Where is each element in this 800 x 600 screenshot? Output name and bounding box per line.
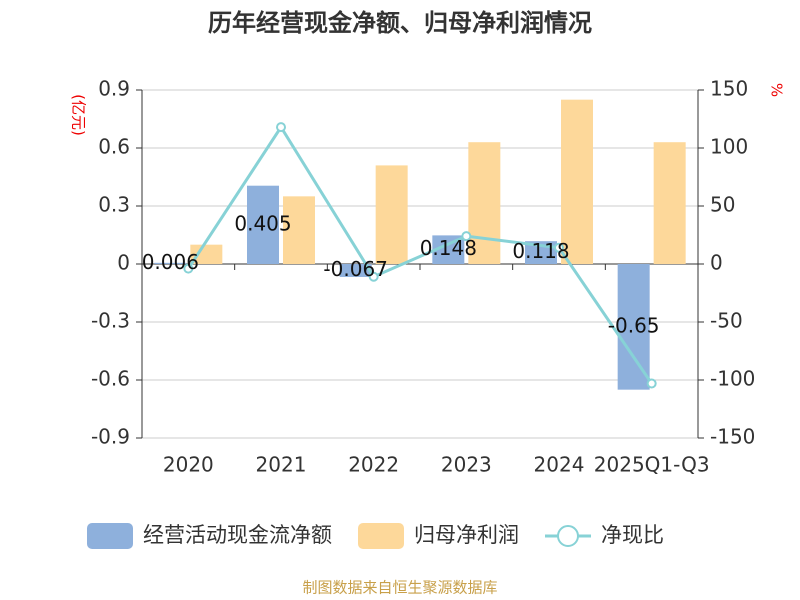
- bar: [190, 244, 223, 264]
- bar: [617, 264, 650, 390]
- bar: [375, 165, 408, 264]
- bar: [468, 142, 501, 264]
- y-tick-label: 0.3: [98, 193, 130, 217]
- y-tick-label: 0.6: [98, 135, 130, 159]
- y2-tick-label: -150: [710, 425, 755, 449]
- bar: [247, 185, 279, 264]
- y2-axis-label: %: [768, 83, 786, 97]
- data-label: 0.118: [512, 239, 569, 263]
- y-tick-label: -0.3: [91, 309, 130, 333]
- y2-tick-label: -100: [710, 367, 755, 391]
- legend-label: 归母净利润: [414, 523, 519, 547]
- y-axis-label: (亿元): [70, 94, 88, 136]
- x-tick-label: 2024: [534, 453, 585, 477]
- x-tick-label: 2025Q1-Q3: [594, 453, 710, 477]
- bar: [561, 99, 593, 265]
- bar: [653, 142, 686, 264]
- line-point: [183, 263, 194, 274]
- x-tick-label: 2022: [348, 453, 399, 477]
- data-label: 0.006: [142, 250, 199, 274]
- line-point: [554, 242, 564, 253]
- legend-label: 净现比: [601, 523, 664, 547]
- line-point: [276, 122, 286, 133]
- y2-tick-label: 100: [710, 135, 748, 159]
- line-point: [461, 231, 472, 242]
- y-tick-label: 0.9: [98, 77, 130, 101]
- data-label: -0.067: [323, 257, 387, 281]
- data-label: -0.65: [608, 313, 660, 337]
- x-tick-label: 2023: [441, 453, 492, 477]
- y-tick-label: -0.9: [91, 425, 130, 449]
- line-point: [368, 271, 379, 282]
- y2-tick-label: -50: [710, 309, 743, 333]
- y2-tick-label: 50: [710, 193, 735, 217]
- line-point: [646, 378, 657, 389]
- legend-label: 经营活动现金流净额: [143, 523, 332, 547]
- bar: [339, 264, 372, 277]
- legend-swatch: [87, 523, 133, 549]
- legend-swatch: [358, 523, 404, 549]
- y2-tick-label: 150: [710, 77, 748, 101]
- x-tick-label: 2020: [163, 453, 214, 477]
- chart-title: 历年经营现金净额、归母净利润情况: [208, 9, 592, 37]
- y2-tick-label: 0: [710, 251, 723, 275]
- data-label: 0.405: [234, 211, 291, 235]
- data-label: 0.148: [420, 236, 477, 260]
- line: [187, 124, 653, 385]
- legend-swatch: [557, 525, 579, 547]
- y-tick-label: -0.6: [91, 367, 130, 391]
- bar: [154, 262, 187, 264]
- y-tick-label: 0: [117, 251, 130, 275]
- source-note: 制图数据来自恒生聚源数据库: [302, 579, 497, 597]
- x-tick-label: 2021: [256, 453, 307, 477]
- bar: [283, 196, 315, 264]
